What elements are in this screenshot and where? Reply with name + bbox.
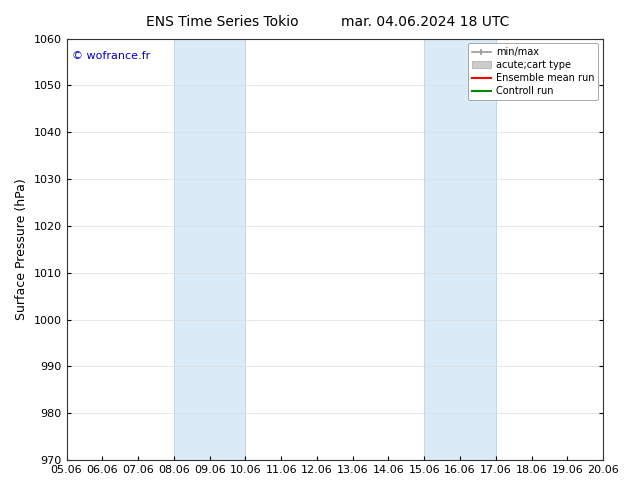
Bar (174, 39, 245, 460)
Text: ENS Time Series Tokio: ENS Time Series Tokio (146, 15, 298, 29)
Legend: min/max, acute;cart type, Ensemble mean run, Controll run: min/max, acute;cart type, Ensemble mean … (468, 44, 598, 100)
Text: mar. 04.06.2024 18 UTC: mar. 04.06.2024 18 UTC (340, 15, 509, 29)
Text: © wofrance.fr: © wofrance.fr (72, 51, 150, 61)
Y-axis label: Surface Pressure (hPa): Surface Pressure (hPa) (15, 178, 28, 320)
Bar (424, 39, 496, 460)
